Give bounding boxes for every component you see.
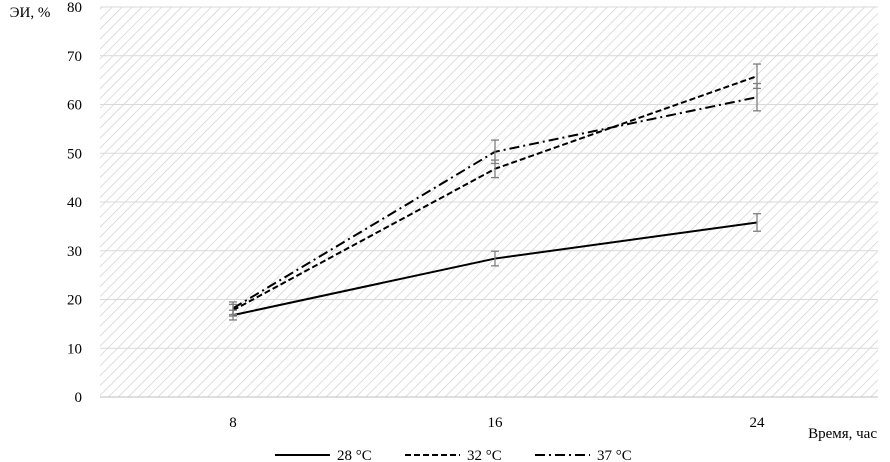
y-tick-label: 70	[67, 49, 82, 65]
legend-label: 32 °C	[467, 448, 502, 462]
legend-item: 32 °C	[405, 448, 502, 462]
y-tick-labels: 0 10 20 30 40 50 60 70 80	[67, 0, 82, 406]
x-tick-label: 24	[750, 415, 766, 431]
error-bar	[491, 250, 499, 267]
legend-label: 28 °C	[337, 448, 372, 462]
x-tick-label: 8	[229, 415, 237, 431]
y-tick-label: 60	[67, 98, 82, 114]
error-bar	[753, 213, 761, 232]
legend-item: 37 °C	[535, 448, 632, 462]
y-axis-label: ЭИ, %	[10, 5, 51, 21]
gridlines	[100, 6, 878, 349]
y-tick-label: 30	[67, 244, 82, 260]
y-tick-label: 80	[67, 0, 82, 16]
legend-label: 37 °C	[597, 448, 632, 462]
x-tick-labels: 8 16 24	[229, 415, 765, 431]
x-axis-label: Время, час	[808, 426, 877, 442]
error-bar	[491, 139, 499, 165]
y-tick-label: 0	[75, 390, 83, 406]
y-tick-label: 10	[67, 341, 82, 357]
y-tick-label: 20	[67, 293, 82, 309]
y-tick-label: 50	[67, 146, 82, 162]
legend: 28 °C 32 °C 37 °C	[275, 448, 632, 462]
legend-item: 28 °C	[275, 448, 372, 462]
error-bar	[753, 82, 761, 112]
x-tick-label: 16	[488, 415, 504, 431]
y-tick-label: 40	[67, 195, 82, 211]
error-bars	[229, 63, 761, 321]
error-bar	[229, 301, 237, 316]
